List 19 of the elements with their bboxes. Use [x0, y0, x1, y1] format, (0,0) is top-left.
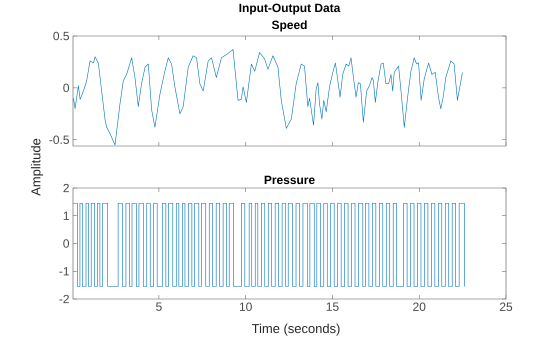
y-tick-label: 0: [63, 239, 70, 248]
y-axis-title: Amplitude: [30, 138, 44, 196]
chart-title: Pressure: [264, 176, 315, 184]
x-tick-label: 10: [240, 302, 252, 311]
x-tick-label: 5: [156, 302, 162, 311]
y-tick-label: 0: [63, 84, 70, 92]
y-tick-label: 0.5: [53, 32, 69, 40]
y-tick-label: -0.5: [49, 136, 69, 144]
chart-subtitle: Speed: [272, 20, 307, 32]
x-tick-label: 15: [326, 302, 339, 311]
y-tick-label: -1: [59, 267, 69, 276]
chart-title: Input-Output Data: [240, 4, 340, 14]
y-tick-label: 1: [64, 212, 69, 220]
y-tick-label: -2: [59, 294, 69, 304]
x-axis-title: Time (seconds): [252, 324, 340, 336]
x-tick-label: 25: [500, 302, 512, 311]
x-tick-label: 20: [413, 302, 426, 311]
y-tick-label: 2: [63, 184, 69, 192]
line-series: [73, 49, 463, 146]
